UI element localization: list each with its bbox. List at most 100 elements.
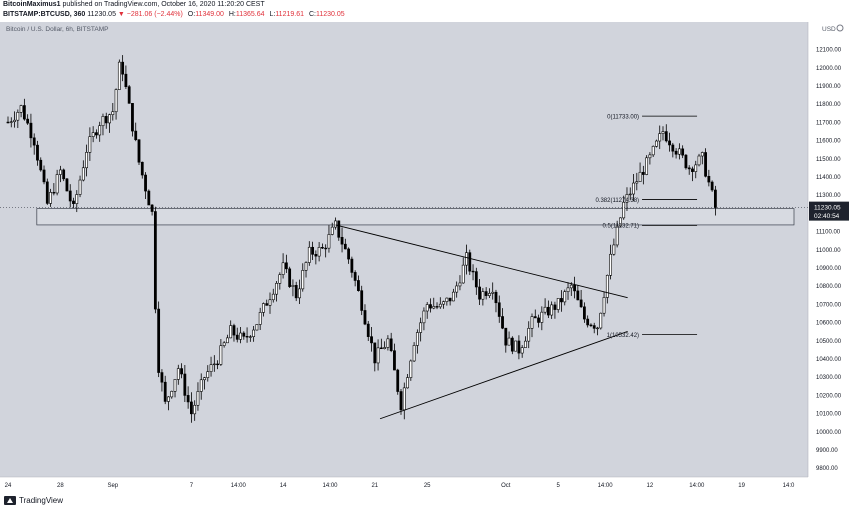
candle-body xyxy=(29,122,33,139)
candle-body xyxy=(268,299,272,306)
candle-body xyxy=(170,391,174,398)
candle-body xyxy=(497,302,501,317)
candle-body xyxy=(396,369,400,392)
candle-body xyxy=(327,234,331,249)
candle-body xyxy=(16,112,20,121)
candle-body xyxy=(163,381,167,402)
settings-gear-icon[interactable] xyxy=(836,24,844,32)
x-tick-label: 14:00 xyxy=(598,483,614,489)
candle-body xyxy=(687,167,691,170)
ohlc-high-value: 11365.64 xyxy=(235,11,265,18)
candle-body xyxy=(245,335,249,338)
ohlc-low: L:11219.61 xyxy=(266,11,304,18)
x-tick-label: 21 xyxy=(371,483,378,489)
support-zone[interactable] xyxy=(36,208,795,226)
candle-body xyxy=(239,332,242,340)
candle-body xyxy=(474,271,478,288)
candle-body xyxy=(65,178,69,192)
candle-body xyxy=(199,379,203,392)
candle-body xyxy=(288,268,292,287)
candle-body xyxy=(176,368,180,380)
candle-body xyxy=(317,247,321,257)
candle-body xyxy=(95,132,98,136)
candle-body xyxy=(379,347,383,350)
candle-body xyxy=(514,340,518,352)
candle-body xyxy=(677,148,681,155)
x-tick-label: 24 xyxy=(5,483,12,489)
candle-body xyxy=(576,290,580,301)
fib-level-label: 1(10532.42) xyxy=(607,333,639,339)
candle-body xyxy=(664,131,668,142)
last-price-value: 11230.05 xyxy=(814,205,841,212)
candle-body xyxy=(481,291,485,300)
price-chart[interactable]: Bitcoin / U.S. Dollar, 6h, BITSTAMP USD 12… xyxy=(0,22,850,493)
candle-body xyxy=(19,105,23,113)
candle-body xyxy=(458,282,462,287)
y-tick-label: 10700.00 xyxy=(816,302,842,308)
price-unit-label: USD xyxy=(822,26,836,33)
ohlc-close-label: C: xyxy=(308,11,316,18)
candle-body xyxy=(160,372,164,383)
candle-body xyxy=(451,291,455,302)
candle-body xyxy=(445,297,449,302)
symbol-text: BITSTAMP:BTCUSD, 360 xyxy=(3,11,86,18)
candle-body xyxy=(415,332,419,346)
price-axis xyxy=(808,22,850,493)
candle-body xyxy=(314,254,318,257)
candle-body xyxy=(553,304,557,310)
candle-body xyxy=(173,379,177,392)
candle-body xyxy=(461,264,465,284)
y-tick-label: 11300.00 xyxy=(816,193,841,199)
x-tick-label: Oct xyxy=(501,483,511,489)
candle-body xyxy=(609,253,613,276)
x-tick-label: 5 xyxy=(557,483,561,489)
candle-body xyxy=(573,284,576,292)
candle-body xyxy=(88,136,92,153)
chart-footer: TradingView xyxy=(0,493,850,511)
candle-body xyxy=(186,395,190,403)
y-tick-label: 10800.00 xyxy=(816,284,842,290)
publish-line: BitcoinMaximus1 published on TradingView… xyxy=(3,1,265,8)
candle-body xyxy=(153,211,157,310)
candle-body xyxy=(281,262,285,275)
brand-text: TradingView xyxy=(19,496,64,505)
candle-body xyxy=(707,175,711,183)
y-tick-label: 10100.00 xyxy=(816,412,842,418)
chart-area[interactable]: Bitcoin / U.S. Dollar, 6h, BITSTAMP USD 12… xyxy=(0,22,850,493)
candle-body xyxy=(255,324,259,331)
candle-body xyxy=(167,396,170,402)
candle-body xyxy=(222,342,226,346)
candle-body xyxy=(435,306,439,308)
candle-body xyxy=(193,404,197,415)
candle-body xyxy=(275,283,278,295)
triangle-upper-line[interactable] xyxy=(335,224,628,299)
candle-body xyxy=(494,291,498,304)
triangle-lower-line[interactable] xyxy=(379,330,628,420)
candle-body xyxy=(252,329,256,337)
author-name[interactable]: BitcoinMaximus1 xyxy=(3,1,61,8)
candle-body xyxy=(697,155,701,166)
candle-body xyxy=(147,190,151,206)
candle-body xyxy=(72,200,75,204)
candle-body xyxy=(36,144,39,161)
candle-body xyxy=(291,285,295,287)
candle-body xyxy=(684,154,688,169)
tradingview-logo[interactable]: TradingView xyxy=(4,496,63,505)
candle-body xyxy=(108,114,111,124)
y-tick-label: 12100.00 xyxy=(816,48,842,54)
candle-body xyxy=(212,363,216,366)
candle-body xyxy=(340,236,344,245)
x-tick-label: 14:00 xyxy=(689,483,705,489)
candle-body xyxy=(517,340,521,354)
ohlc-low-value: 11219.61 xyxy=(275,11,304,18)
candle-body xyxy=(510,337,514,352)
candle-body xyxy=(58,169,62,175)
candle-body xyxy=(612,244,616,255)
candle-body xyxy=(376,347,380,364)
publish-text: published on TradingView.com, October 16… xyxy=(62,1,265,8)
candle-body xyxy=(343,243,347,250)
candle-body xyxy=(579,299,583,308)
candle-body xyxy=(183,373,187,396)
candle-body xyxy=(229,325,233,339)
candle-body xyxy=(117,61,121,90)
